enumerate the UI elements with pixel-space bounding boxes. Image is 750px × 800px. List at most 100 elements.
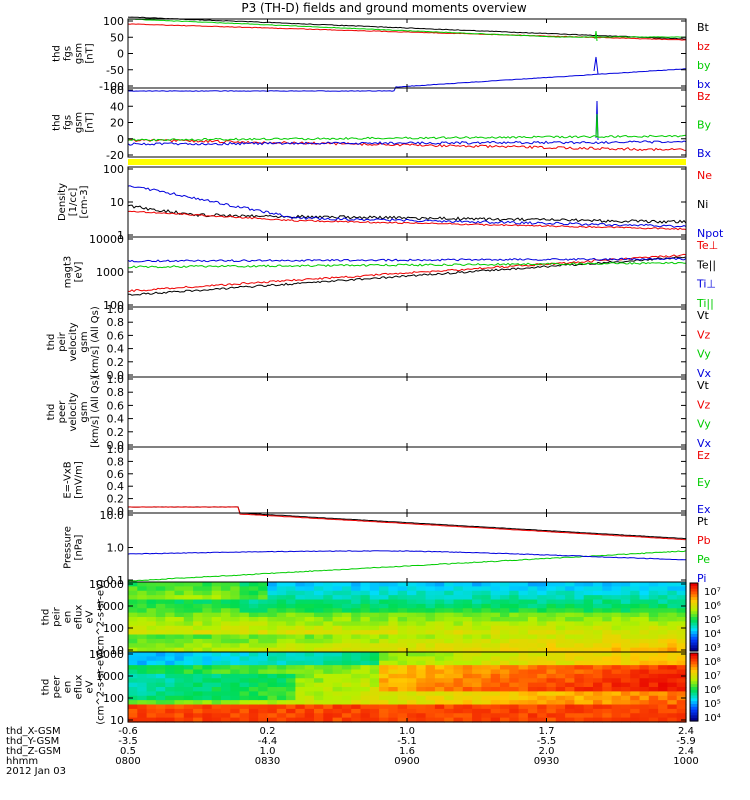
ylabel-text: thd <box>41 679 52 696</box>
ylabel-text: eV <box>85 610 96 623</box>
colorbar-tick: 10⁴ <box>704 713 721 724</box>
ni-series <box>127 204 687 224</box>
panel-frame-peer_vel <box>127 376 687 448</box>
colorbar-tick: 10⁶ <box>704 685 721 696</box>
ytick-label: 100 <box>103 692 124 705</box>
ylabel-text: [nPa] <box>74 534 85 560</box>
ylabel-text: en <box>63 681 74 694</box>
legend-Ti||: Ti|| <box>696 297 714 310</box>
bx-spike <box>593 56 599 75</box>
ytick-label: 0.4 <box>107 343 125 356</box>
ylabel-text: [1/cc] <box>68 188 79 217</box>
ytick-label: 40 <box>110 100 124 113</box>
ytick-label: 100 <box>103 15 124 28</box>
ylabel-text: [km/s] (All Qs) <box>90 376 101 448</box>
te-perp-series <box>128 253 687 293</box>
ylabel-text: fgs <box>63 46 74 61</box>
ylabel-text: (cm^2-s-sr-eV) <box>96 579 107 655</box>
bx-gsm-series <box>127 140 687 146</box>
legend-Ti⊥: Ti⊥ <box>696 278 716 291</box>
xaxis-tick-z: 1.0 <box>260 746 276 757</box>
xaxis-row-label: thd_X-GSM <box>6 726 61 737</box>
xaxis-tick-z: 2.4 <box>678 746 694 757</box>
colorbar-tick: 10³ <box>704 643 721 654</box>
ylabel-text: magt3 <box>63 256 74 289</box>
ytick-label: -100 <box>99 80 124 93</box>
legend-Vy: Vy <box>697 418 711 431</box>
panel-frame-temp <box>127 236 687 308</box>
ylabel-text: [nT] <box>85 43 96 63</box>
pb-series <box>127 506 686 541</box>
ylabel-text: gsm <box>74 43 85 64</box>
ylabel-text: Pressure <box>63 526 74 569</box>
xaxis-row-label: thd_Z-GSM <box>6 746 61 757</box>
ylabel-text: [mV/m] <box>74 461 85 499</box>
xaxis-tick-y: -3.5 <box>118 736 138 747</box>
ytick-label: 0.6 <box>107 468 125 481</box>
ytick-label: 0 <box>117 48 124 61</box>
ytick-label: 0.4 <box>107 480 125 493</box>
ylabel-text: [km/s] (All Qs) <box>90 306 101 378</box>
ti-perp-series <box>127 257 687 263</box>
ylabel-text: en <box>63 611 74 624</box>
ytick-label: 0.8 <box>107 455 125 468</box>
legend-by: by <box>697 59 711 72</box>
legend-Npot: Npot <box>697 227 724 240</box>
ytick-label: 0.8 <box>107 316 125 329</box>
legend-Ez: Ez <box>697 449 710 462</box>
pe-series <box>127 550 687 582</box>
ytick-label: 50 <box>110 31 124 44</box>
xaxis-tick-z: 0.5 <box>120 746 136 757</box>
legend-Vx: Vx <box>697 367 712 380</box>
ytick-label: 1.0 <box>107 443 125 456</box>
ytick-label: 0.2 <box>107 356 125 369</box>
legend-Ne: Ne <box>697 169 712 182</box>
colorbar-tick: 10⁷ <box>704 671 721 682</box>
npot-series <box>127 185 687 228</box>
ytick-label: 0 <box>117 133 124 146</box>
colorbar-tick: 10⁵ <box>704 699 721 710</box>
ylabel-text: (cm^2-s-sr-eV) <box>96 649 107 725</box>
ylabel-text: thd <box>46 334 57 351</box>
ytick-label: 1 <box>117 229 124 242</box>
by-spike <box>594 30 598 42</box>
figure-title: P3 (TH-D) fields and ground moments over… <box>241 1 526 15</box>
by-series <box>128 18 687 38</box>
xaxis-tick-z: 1.6 <box>399 746 415 757</box>
legend-By: By <box>697 119 712 132</box>
ytick-label: 1000 <box>96 670 124 683</box>
ytick-label: 0.0 <box>107 505 125 518</box>
colorbar-tick: 10⁵ <box>704 615 721 626</box>
bz-series <box>127 23 686 41</box>
legend-Vt: Vt <box>697 379 710 392</box>
colorbar-tick: 10⁸ <box>704 657 721 668</box>
ytick-label: 10000 <box>89 648 124 661</box>
xaxis-row-label: hhmm <box>6 756 38 767</box>
ylabel-text: [eV] <box>74 262 85 283</box>
xaxis-tick-x: 0.2 <box>260 726 276 737</box>
te-par-series <box>127 256 687 296</box>
colorbar-peer_spec <box>690 653 698 722</box>
ytick-label: 10000 <box>89 578 124 591</box>
ytick-label: 1.0 <box>107 373 125 386</box>
colorbar-tick: 10⁶ <box>704 601 721 612</box>
legend-Pe: Pe <box>697 553 710 566</box>
xaxis-tick-x: 2.4 <box>678 726 694 737</box>
xaxis-tick-t: 0830 <box>255 756 280 767</box>
ytick-label: 10 <box>110 196 124 209</box>
ytick-label: 10 <box>110 644 124 657</box>
bz-gsm-series <box>127 138 687 152</box>
colorbar-tick: 10⁷ <box>704 587 721 598</box>
ytick-label: 60 <box>110 84 124 97</box>
ylabel-text: gsm <box>79 401 90 422</box>
ylabel-text: E=-VxB <box>63 461 74 498</box>
xaxis-tick-t: 0900 <box>394 756 419 767</box>
ylabel-text: peer <box>57 400 68 424</box>
legend-Ey: Ey <box>697 476 711 489</box>
legend-Vt: Vt <box>697 309 710 322</box>
xaxis-tick-y: -4.4 <box>258 736 278 747</box>
legend-Pt: Pt <box>697 515 709 528</box>
ylabel-text: Density <box>57 183 68 221</box>
ytick-label: 10000 <box>89 233 124 246</box>
